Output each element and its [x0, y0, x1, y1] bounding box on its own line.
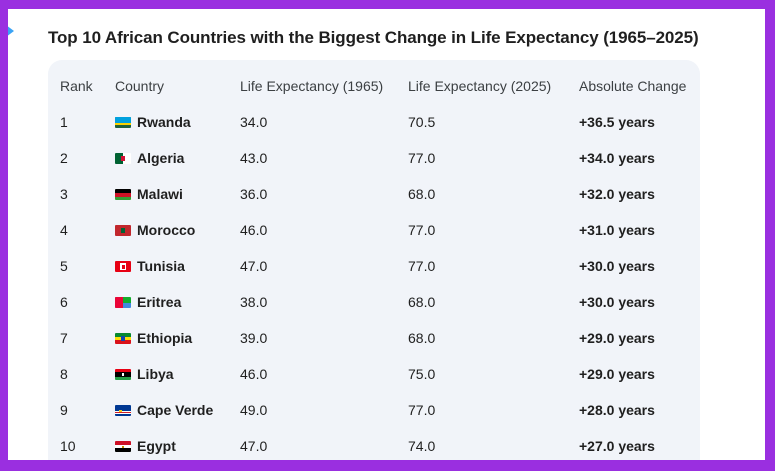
- life-expectancy-1965-cell: 49.0: [240, 402, 268, 418]
- header-life-expectancy-1965: Life Expectancy (1965): [240, 78, 384, 94]
- life-expectancy-1965-cell: 47.0: [240, 438, 268, 454]
- life-expectancy-2025-cell: 77.0: [408, 402, 436, 418]
- country-name: Malawi: [137, 186, 183, 202]
- life-expectancy-1965-cell: 46.0: [240, 222, 268, 238]
- life-expectancy-1965-cell: 38.0: [240, 294, 268, 310]
- life-expectancy-2025-cell: 68.0: [408, 186, 436, 202]
- libya-flag-icon: [115, 369, 131, 380]
- life-expectancy-2025-cell: 77.0: [408, 150, 436, 166]
- life-expectancy-2025-cell: 74.0: [408, 438, 436, 454]
- country-name: Cape Verde: [137, 402, 214, 418]
- rank-cell: 5: [60, 258, 68, 274]
- country-name: Tunisia: [137, 258, 185, 274]
- table-row: 6 Eritrea 38.0 68.0 +30.0 years: [48, 284, 700, 320]
- play-marker-icon: [8, 25, 14, 37]
- malawi-flag-icon: [115, 189, 131, 200]
- table-row: 10 Egypt 47.0 74.0 +27.0 years: [48, 428, 700, 460]
- table-row: 5 Tunisia 47.0 77.0 +30.0 years: [48, 248, 700, 284]
- country-name: Ethiopia: [137, 330, 193, 346]
- country-cell: Libya: [115, 356, 174, 392]
- country-name: Rwanda: [137, 114, 191, 130]
- country-cell: Algeria: [115, 140, 184, 176]
- rank-cell: 8: [60, 366, 68, 382]
- absolute-change-cell: +30.0 years: [579, 294, 655, 310]
- table-row: 4 Morocco 46.0 77.0 +31.0 years: [48, 212, 700, 248]
- absolute-change-cell: +30.0 years: [579, 258, 655, 274]
- table-row: 8 Libya 46.0 75.0 +29.0 years: [48, 356, 700, 392]
- absolute-change-cell: +29.0 years: [579, 366, 655, 382]
- country-cell: Ethiopia: [115, 320, 192, 356]
- life-expectancy-1965-cell: 39.0: [240, 330, 268, 346]
- header-life-expectancy-2025: Life Expectancy (2025): [408, 78, 552, 94]
- country-name: Egypt: [137, 438, 176, 454]
- absolute-change-cell: +31.0 years: [579, 222, 655, 238]
- life-expectancy-1965-cell: 36.0: [240, 186, 268, 202]
- rank-cell: 3: [60, 186, 68, 202]
- country-cell: Malawi: [115, 176, 183, 212]
- table-row: 7 Ethiopia 39.0 68.0 +29.0 years: [48, 320, 700, 356]
- country-name: Algeria: [137, 150, 185, 166]
- country-cell: Morocco: [115, 212, 195, 248]
- country-cell: Eritrea: [115, 284, 181, 320]
- life-expectancy-2025-cell: 75.0: [408, 366, 436, 382]
- tunisia-flag-icon: [115, 261, 131, 272]
- rank-cell: 2: [60, 150, 68, 166]
- absolute-change-cell: +34.0 years: [579, 150, 655, 166]
- country-name: Eritrea: [137, 294, 182, 310]
- morocco-flag-icon: [115, 225, 131, 236]
- country-cell: Cape Verde: [115, 392, 213, 428]
- life-expectancy-2025-cell: 70.5: [408, 114, 436, 130]
- rank-cell: 4: [60, 222, 68, 238]
- data-table: Rank Country Life Expectancy (1965) Life…: [48, 60, 700, 460]
- algeria-flag-icon: [115, 153, 131, 164]
- life-expectancy-2025-cell: 68.0: [408, 294, 436, 310]
- table-row: 1 Rwanda 34.0 70.5 +36.5 years: [48, 104, 700, 140]
- header-country: Country: [115, 78, 165, 94]
- life-expectancy-2025-cell: 68.0: [408, 330, 436, 346]
- rank-cell: 9: [60, 402, 68, 418]
- life-expectancy-2025-cell: 77.0: [408, 258, 436, 274]
- cape-verde-flag-icon: [115, 405, 131, 416]
- life-expectancy-1965-cell: 47.0: [240, 258, 268, 274]
- rwanda-flag-icon: [115, 117, 131, 128]
- rank-cell: 7: [60, 330, 68, 346]
- table-row: 9 Cape Verde 49.0 77.0 +28.0 years: [48, 392, 700, 428]
- absolute-change-cell: +29.0 years: [579, 330, 655, 346]
- absolute-change-cell: +27.0 years: [579, 438, 655, 454]
- absolute-change-cell: +28.0 years: [579, 402, 655, 418]
- eritrea-flag-icon: [115, 297, 131, 308]
- table-row: 3 Malawi 36.0 68.0 +32.0 years: [48, 176, 700, 212]
- life-expectancy-1965-cell: 43.0: [240, 150, 268, 166]
- country-name: Libya: [137, 366, 174, 382]
- rank-cell: 6: [60, 294, 68, 310]
- country-name: Morocco: [137, 222, 196, 238]
- table-row: 2 Algeria 43.0 77.0 +34.0 years: [48, 140, 700, 176]
- country-cell: Tunisia: [115, 248, 185, 284]
- rank-cell: 10: [60, 438, 76, 454]
- absolute-change-cell: +36.5 years: [579, 114, 655, 130]
- egypt-flag-icon: [115, 441, 131, 452]
- header-rank: Rank: [60, 78, 93, 94]
- life-expectancy-2025-cell: 77.0: [408, 222, 436, 238]
- header-absolute-change: Absolute Change: [579, 78, 687, 94]
- rank-cell: 1: [60, 114, 68, 130]
- life-expectancy-1965-cell: 46.0: [240, 366, 268, 382]
- country-cell: Rwanda: [115, 104, 191, 140]
- content-frame: Top 10 African Countries with the Bigges…: [8, 9, 765, 460]
- ethiopia-flag-icon: [115, 333, 131, 344]
- table-header-row: Rank Country Life Expectancy (1965) Life…: [48, 68, 700, 104]
- table-title: Top 10 African Countries with the Bigges…: [48, 28, 699, 47]
- country-cell: Egypt: [115, 428, 176, 460]
- absolute-change-cell: +32.0 years: [579, 186, 655, 202]
- life-expectancy-1965-cell: 34.0: [240, 114, 268, 130]
